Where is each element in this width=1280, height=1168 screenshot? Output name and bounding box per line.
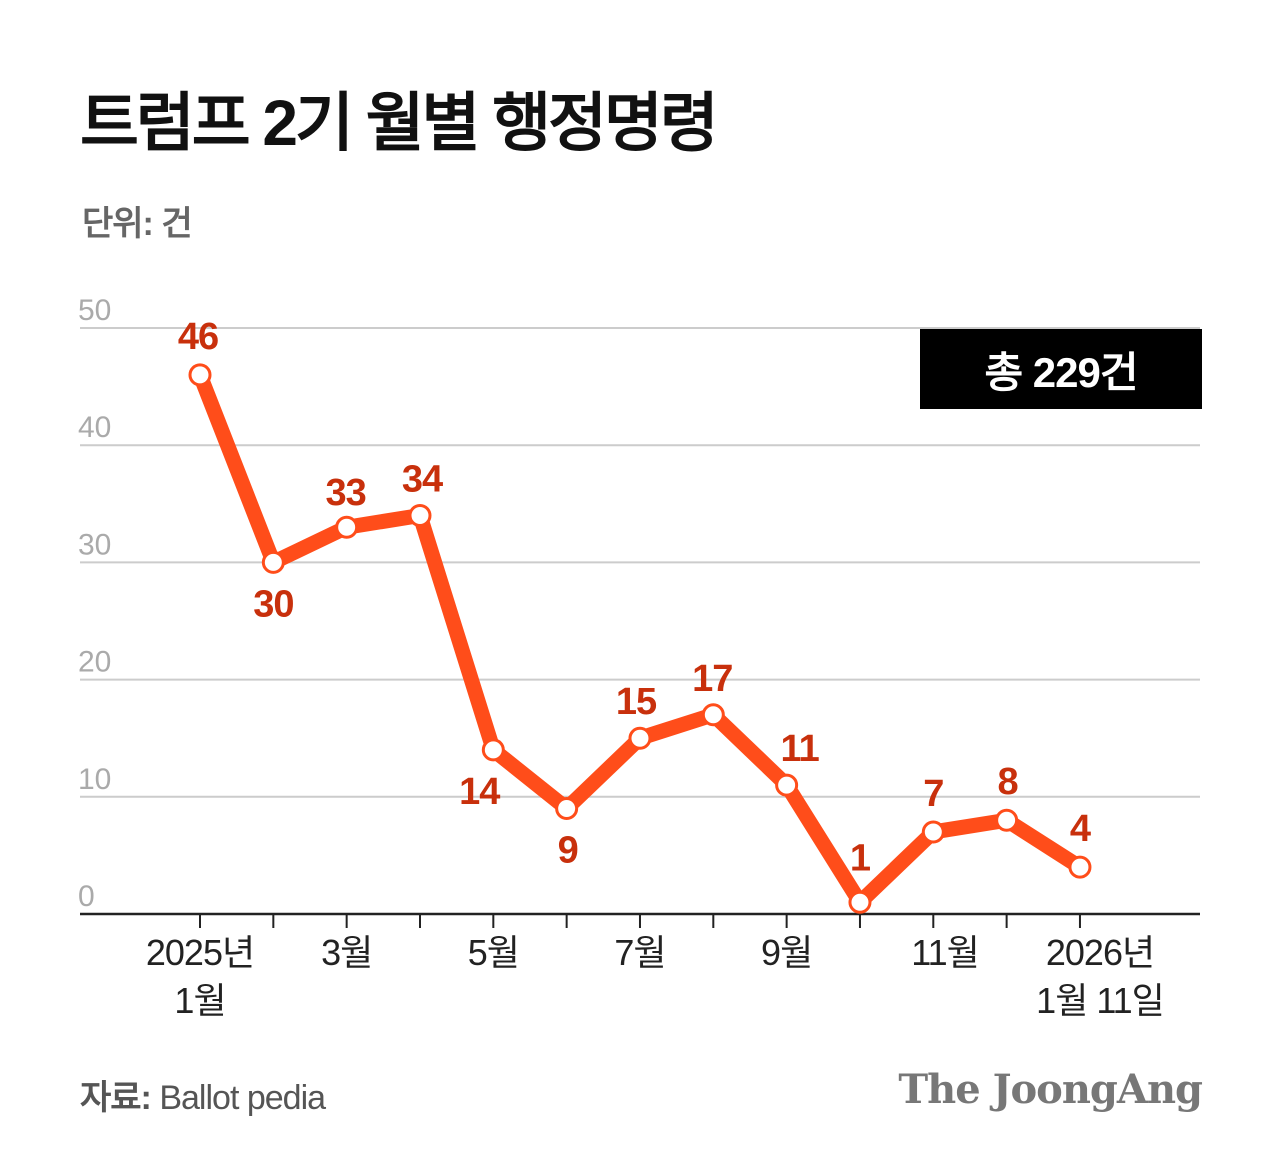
- data-label: 11: [781, 728, 820, 770]
- data-point: [775, 773, 799, 797]
- data-label: 30: [253, 583, 293, 625]
- source-label: 자료:: [80, 1079, 152, 1117]
- data-label: 33: [326, 472, 366, 514]
- data-point: [261, 550, 285, 574]
- x-tick-label: 7월: [614, 932, 665, 973]
- y-tick-label: 50: [78, 294, 111, 327]
- logo: The JoongAng: [898, 1066, 1203, 1113]
- x-tick-label: 9월: [761, 932, 812, 973]
- data-label: 8: [998, 761, 1018, 803]
- x-tick-label: 1월: [174, 980, 225, 1021]
- data-point: [408, 504, 432, 528]
- data-label: 17: [692, 658, 732, 700]
- x-tick-label: 1월 11일: [1036, 980, 1164, 1021]
- data-point: [335, 515, 359, 539]
- data-point: [628, 726, 652, 750]
- chart-title: 트럼프 2기 월별 행정명령: [80, 87, 719, 159]
- data-point: [995, 808, 1019, 832]
- x-tick-label: 2025년: [146, 932, 254, 973]
- series-line: [192, 367, 1088, 910]
- y-tick-label: 0: [78, 880, 95, 913]
- data-label: 7: [923, 773, 943, 815]
- total-badge: 총 229건: [920, 329, 1202, 409]
- data-label: 14: [459, 771, 500, 813]
- data-point: [481, 738, 505, 762]
- x-tick-label: 2026년: [1046, 932, 1154, 973]
- unit-label: 단위: 건: [82, 205, 193, 243]
- data-label: 46: [178, 316, 218, 358]
- x-tick-label: 11월: [911, 932, 979, 973]
- y-tick-label: 20: [78, 646, 111, 679]
- y-tick-label: 30: [78, 528, 111, 561]
- data-point: [555, 797, 579, 821]
- data-point: [921, 820, 945, 844]
- data-point: [701, 703, 725, 727]
- source: 자료: Ballot pedia: [80, 1070, 326, 1119]
- data-label: 4: [1070, 808, 1091, 850]
- data-point: [848, 890, 872, 914]
- y-tick-label: 40: [78, 411, 111, 444]
- data-label: 1: [850, 837, 871, 879]
- source-value: Ballot pedia: [159, 1079, 326, 1117]
- data-point: [188, 363, 212, 387]
- x-tick-label: 3월: [321, 932, 372, 973]
- data-label: 34: [402, 459, 443, 501]
- x-tick-label: 5월: [468, 932, 519, 973]
- data-point: [1068, 855, 1092, 879]
- data-label: 15: [616, 681, 657, 723]
- y-tick-label: 10: [78, 763, 111, 796]
- data-label: 9: [558, 830, 578, 872]
